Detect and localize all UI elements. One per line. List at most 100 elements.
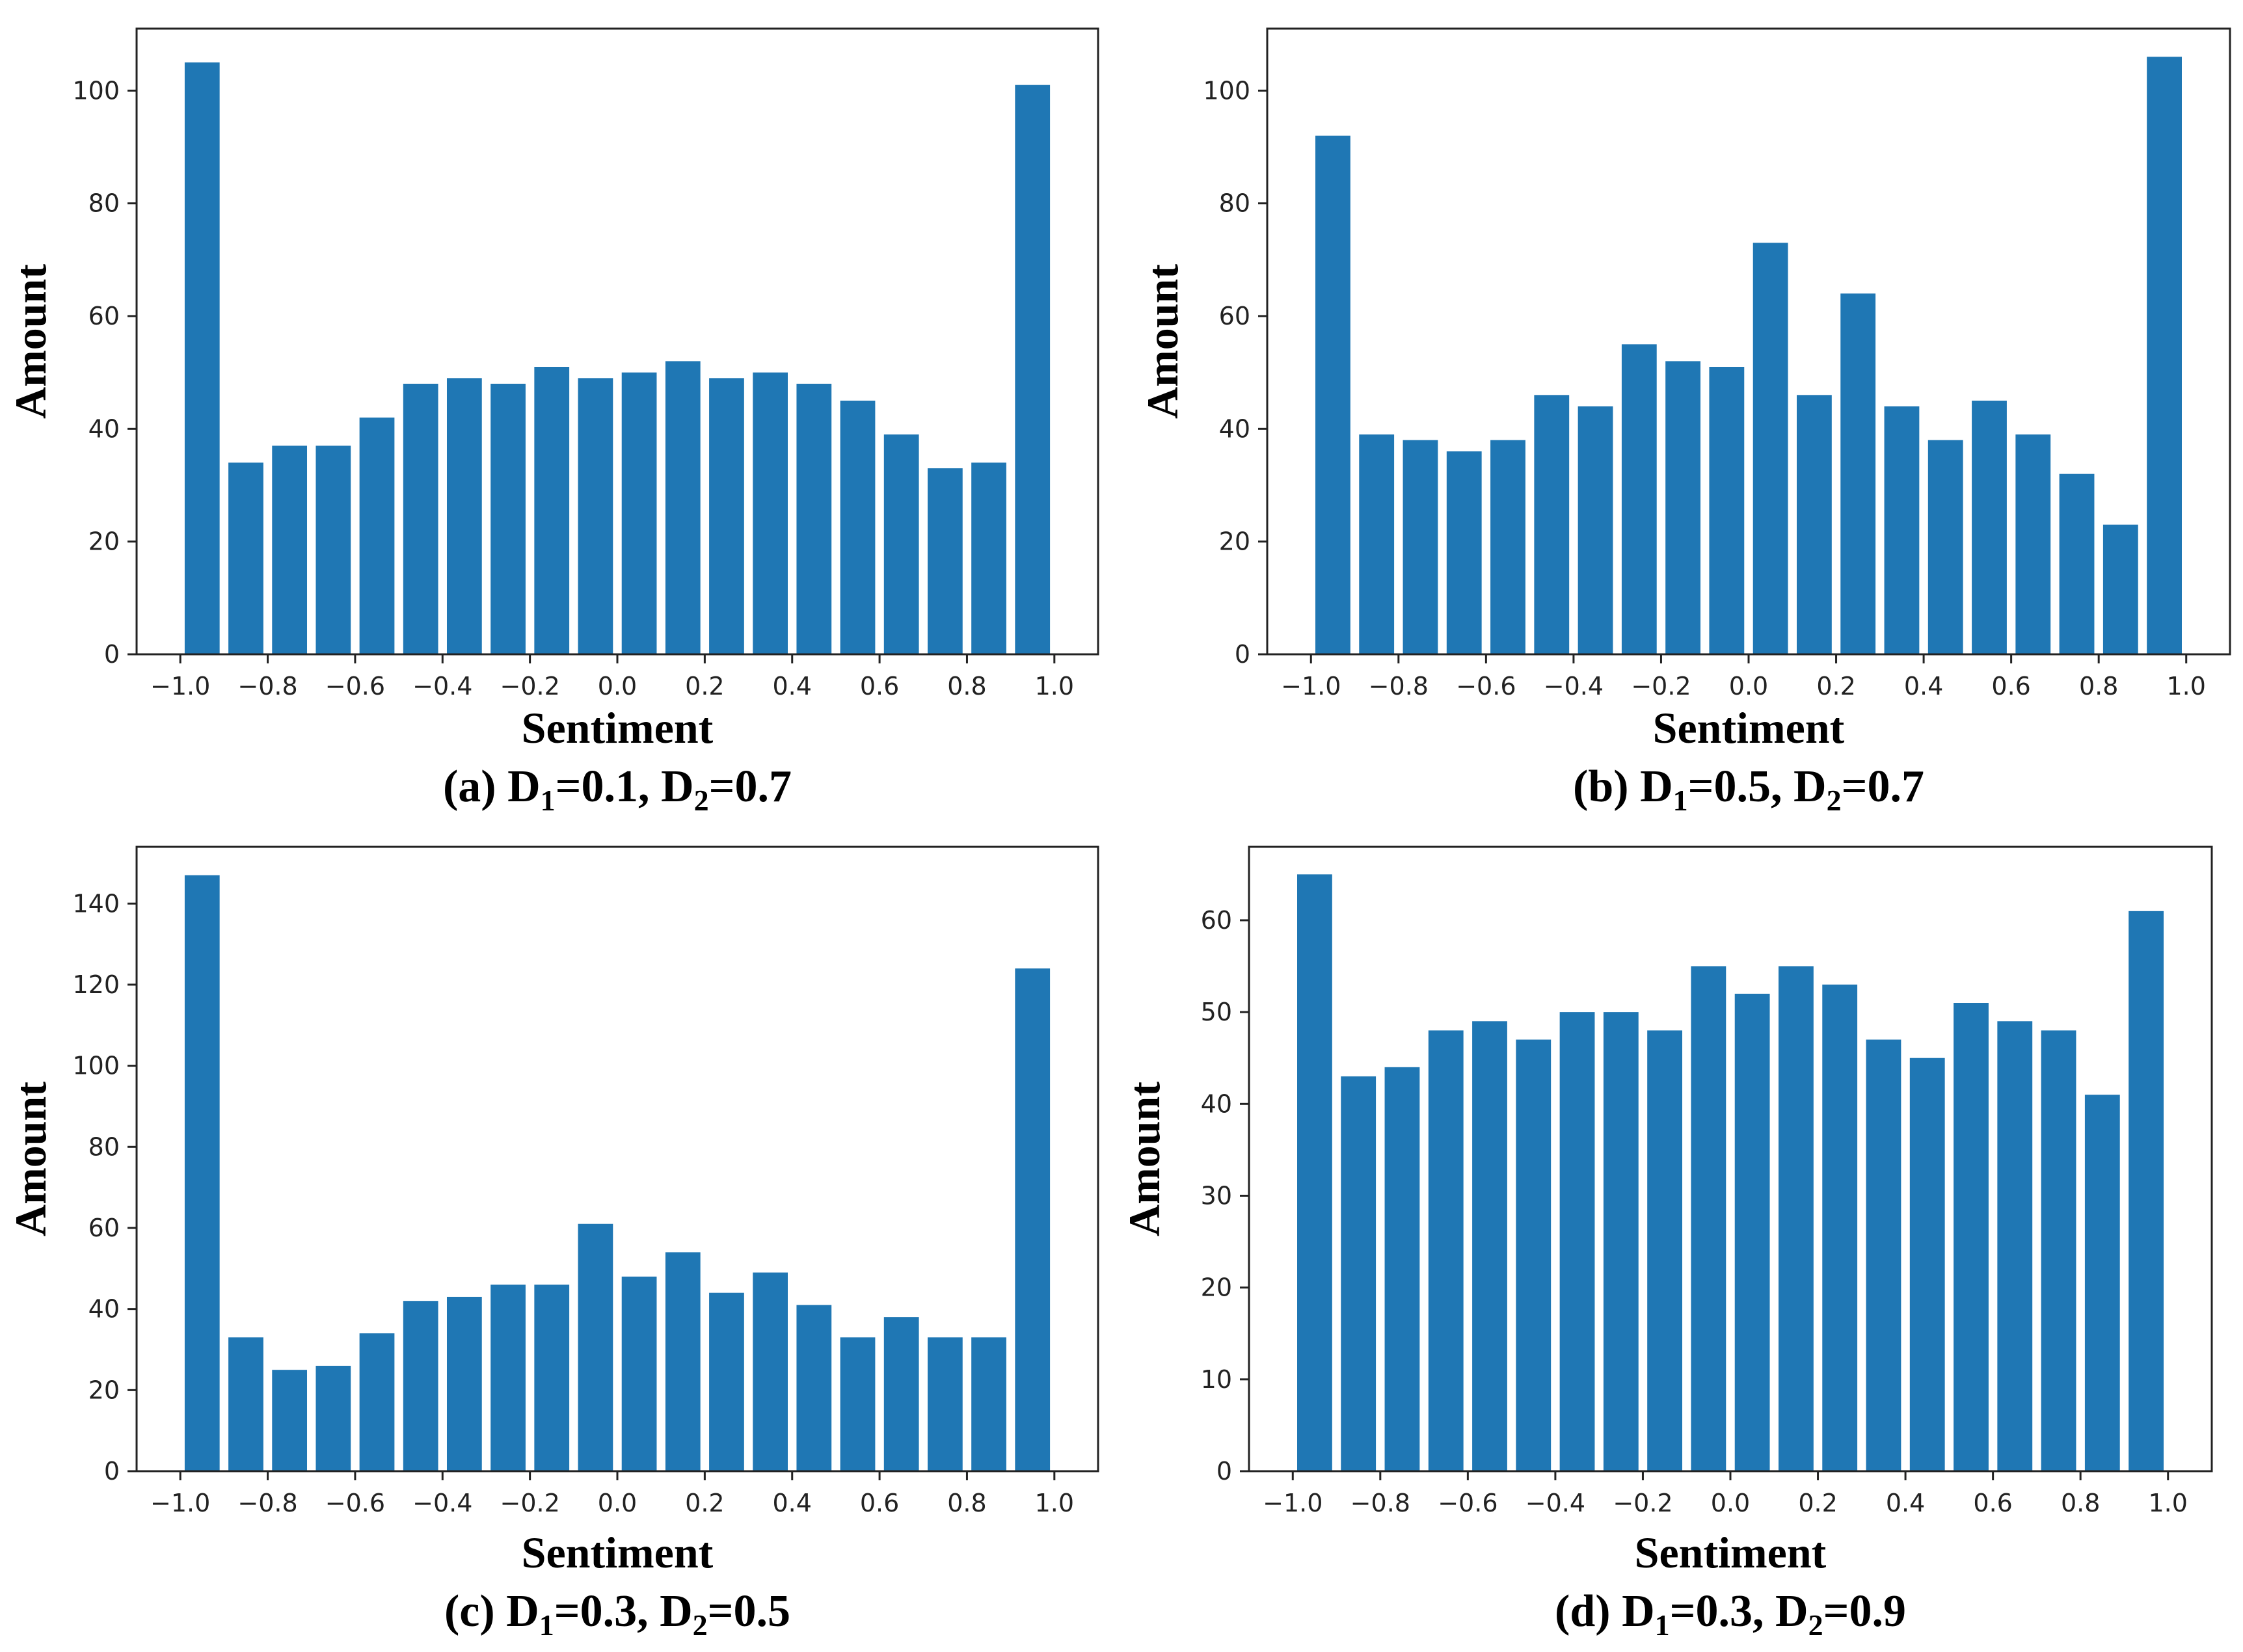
x-tick-label: −0.4 xyxy=(412,672,472,700)
bar xyxy=(1647,1030,1682,1471)
bar xyxy=(534,367,570,654)
x-tick-label: −1.0 xyxy=(1263,1489,1323,1517)
x-axis-label: Sentiment xyxy=(1653,703,1845,753)
panel-caption: (a) D1=0.1, D2=0.7 xyxy=(443,762,792,817)
bar xyxy=(1909,1058,1945,1471)
bar xyxy=(1578,406,1613,654)
bar xyxy=(1665,361,1700,654)
bar xyxy=(446,378,482,654)
bar xyxy=(1341,1076,1377,1471)
bar xyxy=(2015,434,2051,654)
y-tick-label: 20 xyxy=(1201,1273,1232,1302)
x-tick-label: 0.8 xyxy=(947,1489,986,1517)
x-tick-label: 0.6 xyxy=(860,672,899,700)
y-tick-label: 0 xyxy=(1235,640,1250,669)
y-tick-label: 80 xyxy=(88,189,120,218)
x-tick-label: −0.8 xyxy=(237,672,297,700)
bar xyxy=(1559,1012,1595,1471)
x-tick-label: −1.0 xyxy=(1281,672,1341,700)
y-tick-label: 80 xyxy=(1219,189,1250,218)
x-tick-label: −0.2 xyxy=(1613,1489,1672,1517)
bar xyxy=(2102,524,2138,654)
y-axis-label: Amount xyxy=(1120,1082,1169,1236)
bar xyxy=(578,378,613,654)
bar xyxy=(1866,1039,1901,1471)
y-tick-label: 40 xyxy=(1201,1089,1232,1118)
x-tick-label: −1.0 xyxy=(150,672,210,700)
bar xyxy=(1315,135,1350,654)
y-tick-label: 10 xyxy=(1201,1365,1232,1394)
y-tick-label: 60 xyxy=(88,302,120,330)
bar xyxy=(272,1370,308,1471)
x-tick-label: 0.4 xyxy=(773,672,812,700)
bar xyxy=(1927,440,1963,654)
x-tick-label: −0.8 xyxy=(1369,672,1429,700)
bar xyxy=(1797,395,1832,654)
bar xyxy=(316,1365,351,1471)
x-axis-label: Sentiment xyxy=(522,1528,714,1577)
bar xyxy=(184,875,220,1471)
bar xyxy=(927,468,963,654)
bar xyxy=(796,1305,832,1471)
y-tick-label: 140 xyxy=(72,889,120,918)
x-axis-label: Sentiment xyxy=(1635,1528,1827,1577)
x-tick-label: −0.6 xyxy=(1456,672,1516,700)
y-tick-label: 30 xyxy=(1201,1181,1232,1210)
bar xyxy=(1015,968,1051,1471)
x-tick-label: −0.6 xyxy=(325,1489,385,1517)
bar xyxy=(1359,434,1395,654)
y-tick-label: 20 xyxy=(1219,527,1250,556)
y-axis-label: Amount xyxy=(6,1082,55,1236)
x-tick-label: −0.2 xyxy=(1631,672,1691,700)
bar xyxy=(1884,406,1920,654)
x-tick-label: 1.0 xyxy=(1035,672,1074,700)
x-tick-label: 0.4 xyxy=(1904,672,1943,700)
bar xyxy=(2059,473,2095,654)
bar xyxy=(621,1276,657,1471)
bar xyxy=(1691,966,1726,1471)
y-tick-label: 0 xyxy=(104,640,120,669)
x-tick-label: −0.2 xyxy=(500,672,559,700)
x-tick-label: 0.4 xyxy=(773,1489,812,1517)
bar xyxy=(1516,1039,1551,1471)
x-tick-label: −0.6 xyxy=(1438,1489,1498,1517)
bar xyxy=(971,462,1006,654)
panel-a: 0 20 40 60 80 100 −1.0 −0.8 −0.6 −0.4 −0.2 0.0 0.2 0.… xyxy=(6,27,1099,817)
y-tick-label: 20 xyxy=(88,527,120,556)
x-tick-label: 0.8 xyxy=(2079,672,2118,700)
bar xyxy=(184,62,220,654)
bar xyxy=(1428,1030,1464,1471)
x-tick-label: 0.2 xyxy=(685,1489,724,1517)
bar xyxy=(840,1337,876,1471)
bar xyxy=(2041,1030,2076,1471)
y-tick-label: 40 xyxy=(88,1295,120,1324)
bar xyxy=(1997,1021,2033,1471)
bar xyxy=(228,462,263,654)
bar xyxy=(359,1333,395,1471)
bar xyxy=(403,1301,438,1471)
x-tick-label: 0.6 xyxy=(860,1489,899,1517)
bar xyxy=(1490,440,1525,654)
y-tick-label: 40 xyxy=(1219,414,1250,443)
panel-d: 0 10 20 30 40 50 60 −1.0 −0.8 −0.6 −0.4 −0.2 0.0 0.2 0… xyxy=(1120,846,2213,1642)
bar xyxy=(446,1296,482,1471)
y-tick-label: 60 xyxy=(1219,302,1250,330)
y-axis-label: Amount xyxy=(6,264,55,419)
y-tick-label: 120 xyxy=(72,970,120,999)
bar xyxy=(490,1285,526,1471)
x-tick-label: −0.8 xyxy=(1350,1489,1410,1517)
y-tick-label: 100 xyxy=(72,76,120,105)
x-tick-label: −0.6 xyxy=(325,672,385,700)
bar xyxy=(1734,993,1770,1471)
y-tick-label: 100 xyxy=(72,1052,120,1080)
x-tick-label: 0.0 xyxy=(598,1489,637,1517)
bar xyxy=(2147,57,2182,655)
bar xyxy=(534,1285,570,1471)
y-tick-label: 0 xyxy=(1216,1457,1232,1485)
x-tick-label: −0.4 xyxy=(1525,1489,1585,1517)
y-tick-label: 20 xyxy=(88,1376,120,1404)
x-tick-label: −0.2 xyxy=(500,1489,559,1517)
bar xyxy=(971,1337,1006,1471)
x-axis-label: Sentiment xyxy=(522,703,714,753)
